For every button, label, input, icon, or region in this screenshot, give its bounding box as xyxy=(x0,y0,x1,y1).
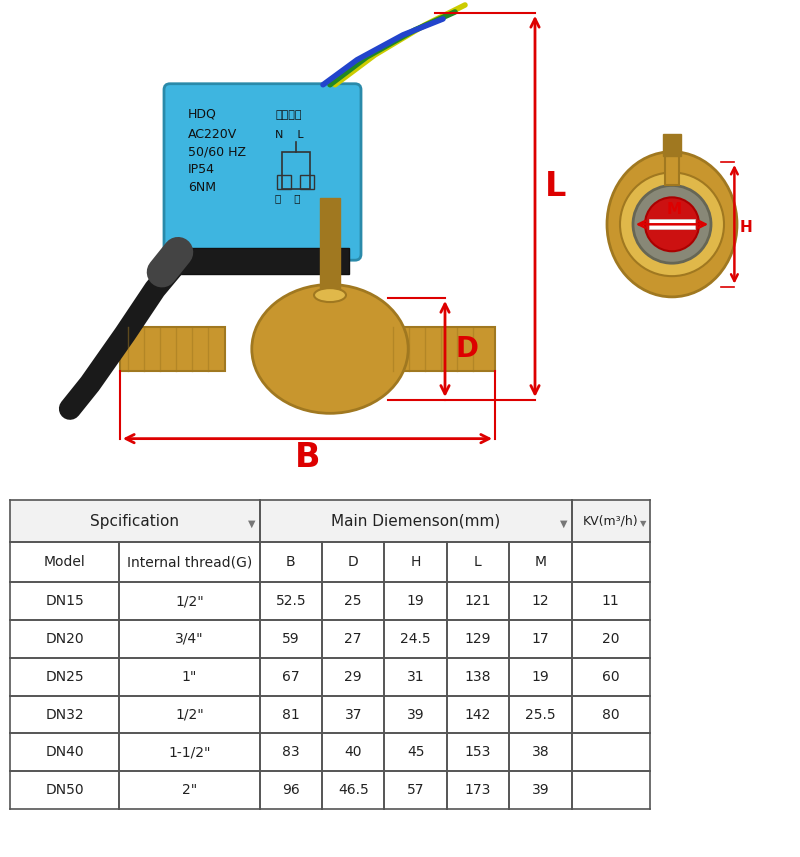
Text: 60: 60 xyxy=(602,669,619,684)
Text: 花    蓝: 花 蓝 xyxy=(275,194,301,203)
Bar xyxy=(663,134,681,155)
Text: DN40: DN40 xyxy=(46,746,84,759)
Bar xyxy=(282,152,310,189)
Text: 6NM: 6NM xyxy=(188,182,216,195)
Text: 138: 138 xyxy=(465,669,491,684)
Polygon shape xyxy=(176,249,349,274)
Text: 29: 29 xyxy=(344,669,362,684)
Text: HDQ: HDQ xyxy=(188,108,217,121)
Text: 52.5: 52.5 xyxy=(275,594,306,608)
Text: Model: Model xyxy=(44,555,86,569)
Text: 96: 96 xyxy=(282,783,300,797)
Bar xyxy=(277,176,291,189)
Text: 40: 40 xyxy=(345,746,362,759)
Text: 67: 67 xyxy=(282,669,300,684)
Text: M: M xyxy=(667,202,682,218)
Text: 46.5: 46.5 xyxy=(338,783,369,797)
Text: 1/2": 1/2" xyxy=(175,594,204,608)
Text: 50/60 HZ: 50/60 HZ xyxy=(188,146,246,159)
Text: 1": 1" xyxy=(182,669,197,684)
Text: 59: 59 xyxy=(282,632,300,646)
Text: AC220V: AC220V xyxy=(188,128,238,141)
Ellipse shape xyxy=(252,285,408,413)
Text: DN15: DN15 xyxy=(46,594,84,608)
Text: 24.5: 24.5 xyxy=(400,632,431,646)
Bar xyxy=(120,327,225,371)
Circle shape xyxy=(633,185,711,263)
Text: 80: 80 xyxy=(602,708,619,722)
Text: N    L: N L xyxy=(275,129,304,140)
Text: H: H xyxy=(739,220,752,236)
Text: 121: 121 xyxy=(465,594,491,608)
Text: 3/4": 3/4" xyxy=(175,632,204,646)
Bar xyxy=(665,153,679,185)
Text: 39: 39 xyxy=(531,783,550,797)
Text: IP54: IP54 xyxy=(188,164,215,177)
Text: DN50: DN50 xyxy=(46,783,84,797)
Text: ▼: ▼ xyxy=(560,518,567,529)
Text: 11: 11 xyxy=(602,594,619,608)
Text: 25: 25 xyxy=(345,594,362,608)
Text: 129: 129 xyxy=(465,632,491,646)
Text: 81: 81 xyxy=(282,708,300,722)
Text: 17: 17 xyxy=(531,632,550,646)
Text: H: H xyxy=(410,555,421,569)
Text: 1-1/2": 1-1/2" xyxy=(168,746,210,759)
Ellipse shape xyxy=(620,172,724,276)
Text: 2": 2" xyxy=(182,783,197,797)
Text: 83: 83 xyxy=(282,746,300,759)
Text: 31: 31 xyxy=(406,669,425,684)
Text: L: L xyxy=(545,170,566,203)
Text: 173: 173 xyxy=(465,783,491,797)
Text: B: B xyxy=(286,555,296,569)
Text: 153: 153 xyxy=(465,746,491,759)
Text: D: D xyxy=(348,555,358,569)
Ellipse shape xyxy=(314,288,346,302)
Text: 38: 38 xyxy=(531,746,550,759)
Ellipse shape xyxy=(607,152,737,297)
Text: 19: 19 xyxy=(531,669,550,684)
Bar xyxy=(571,500,650,542)
Text: KV(m³/h): KV(m³/h) xyxy=(582,515,638,528)
Text: ▼: ▼ xyxy=(640,518,647,528)
Text: B: B xyxy=(294,440,320,474)
Bar xyxy=(649,219,695,230)
Text: DN32: DN32 xyxy=(46,708,84,722)
Text: DN20: DN20 xyxy=(46,632,84,646)
Text: Main Diemenson(mm): Main Diemenson(mm) xyxy=(331,514,500,529)
Text: 39: 39 xyxy=(406,708,425,722)
Text: 12: 12 xyxy=(531,594,550,608)
Text: 断电关闭: 断电关闭 xyxy=(275,110,302,120)
Text: D: D xyxy=(455,335,478,363)
Text: L: L xyxy=(474,555,482,569)
Text: Internal thread(G): Internal thread(G) xyxy=(126,555,252,569)
Text: Spcification: Spcification xyxy=(90,514,179,529)
Text: 37: 37 xyxy=(345,708,362,722)
Bar xyxy=(300,176,314,189)
Text: 45: 45 xyxy=(407,746,424,759)
Text: DN25: DN25 xyxy=(46,669,84,684)
Circle shape xyxy=(645,197,699,251)
Text: ▼: ▼ xyxy=(248,518,255,529)
FancyBboxPatch shape xyxy=(164,84,361,261)
Text: 25.5: 25.5 xyxy=(525,708,556,722)
Text: 142: 142 xyxy=(465,708,491,722)
Text: 1/2": 1/2" xyxy=(175,708,204,722)
Bar xyxy=(10,500,259,542)
Text: 19: 19 xyxy=(406,594,425,608)
Text: 27: 27 xyxy=(345,632,362,646)
Text: 20: 20 xyxy=(602,632,619,646)
Text: M: M xyxy=(534,555,546,569)
Bar xyxy=(320,198,340,298)
Bar xyxy=(259,500,571,542)
Text: 57: 57 xyxy=(407,783,424,797)
Bar xyxy=(385,327,495,371)
